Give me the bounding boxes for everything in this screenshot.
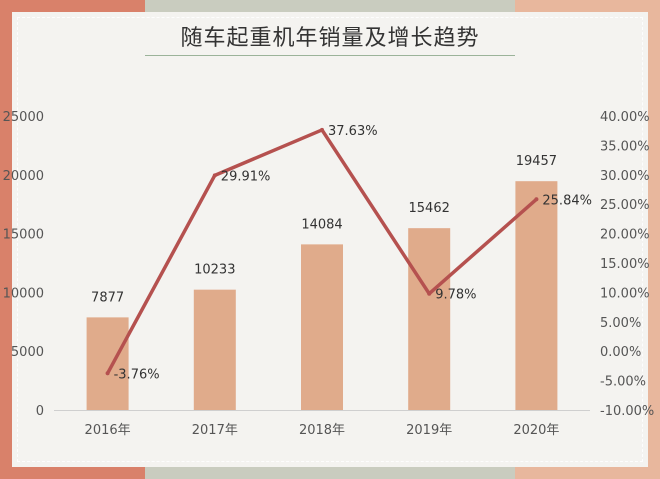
y2-tick-label: 15.00%: [600, 257, 650, 272]
bar-value-label: 10233: [194, 263, 235, 278]
y2-tick-label: 40.00%: [600, 110, 650, 125]
growth-point: [320, 127, 324, 132]
growth-point: [105, 371, 110, 376]
y2-tick-label: 0.00%: [600, 345, 641, 360]
growth-point: [534, 197, 539, 202]
growth-value-label: 37.63%: [328, 124, 378, 139]
growth-point: [212, 173, 217, 178]
bar: [193, 289, 236, 410]
bar: [408, 228, 451, 410]
x-tick-label: 2018年: [299, 423, 345, 438]
y2-tick-label: 20.00%: [600, 228, 650, 243]
bar: [301, 244, 343, 410]
bar-value-label: 7877: [91, 290, 124, 305]
y2-tick-label: 5.00%: [600, 316, 641, 331]
x-tick-label: 2019年: [406, 423, 452, 438]
growth-point: [427, 291, 432, 296]
y2-tick-label: 10.00%: [600, 286, 650, 301]
bar-value-label: 19457: [516, 154, 557, 169]
y-tick-label: 25000: [3, 110, 44, 125]
x-tick-label: 2016年: [85, 423, 131, 438]
bar: [515, 181, 558, 410]
growth-value-label: 25.84%: [542, 193, 592, 208]
y-tick-label: 15000: [3, 228, 44, 243]
bar-value-label: 14084: [301, 217, 342, 232]
title-underline: [145, 55, 515, 56]
y2-tick-label: 25.00%: [600, 198, 650, 213]
y2-tick-label: 35.00%: [600, 139, 650, 154]
y2-tick-label: -10.00%: [600, 404, 654, 419]
y-tick-label: 0: [36, 404, 44, 419]
x-tick-label: 2017年: [192, 423, 238, 438]
growth-value-label: 9.78%: [435, 288, 476, 303]
growth-value-label: 29.91%: [221, 169, 271, 184]
growth-value-label: -3.76%: [114, 367, 160, 382]
y-tick-label: 20000: [3, 169, 44, 184]
chart-title: 随车起重机年销量及增长趋势: [180, 26, 480, 51]
bar: [86, 317, 129, 410]
y2-tick-label: 30.00%: [600, 169, 650, 184]
y-tick-label: 5000: [11, 345, 44, 360]
bar-value-label: 15462: [409, 201, 450, 216]
y-tick-label: 10000: [3, 286, 44, 301]
x-tick-label: 2020年: [513, 423, 559, 438]
y2-tick-label: -5.00%: [600, 375, 646, 390]
